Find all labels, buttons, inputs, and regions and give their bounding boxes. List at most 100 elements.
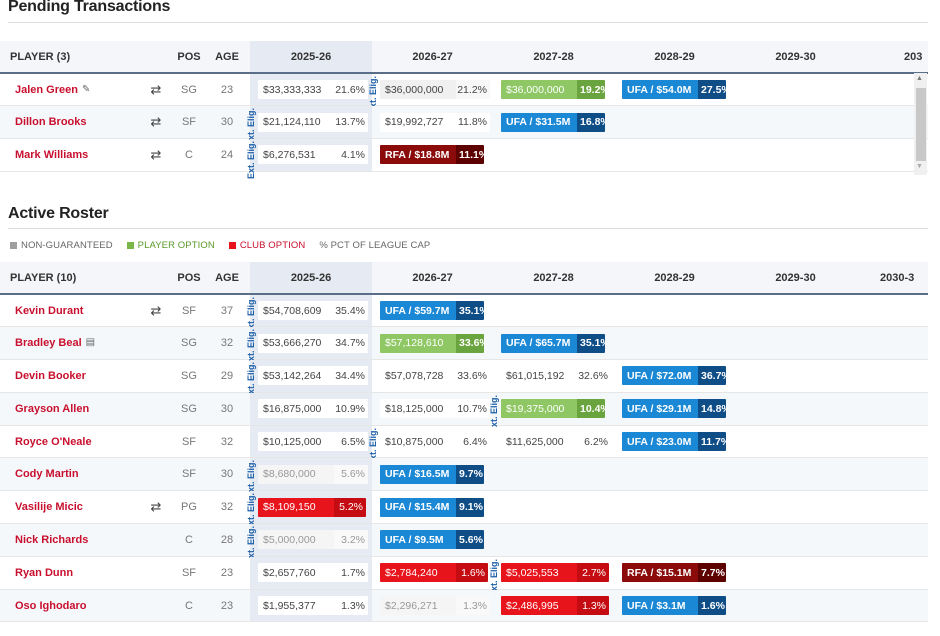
trade-icon: ⇄ [138, 105, 174, 140]
player-link[interactable]: Oso Ighodaro [0, 589, 138, 623]
cap-pct: 5.6% [456, 530, 484, 550]
col-player[interactable]: PLAYER (10) [0, 262, 138, 295]
salary-amount: $21,124,110 [258, 112, 334, 132]
cap-pct: 10.7% [456, 399, 490, 419]
salary-cell: $6,276,531 4.1% [258, 145, 368, 165]
salary-amount: $10,125,000 [258, 432, 334, 452]
player-link[interactable]: Vasilije Micic [0, 490, 138, 525]
table-row: Oso Ighodaro C 23 $1,955,377 1.3% $2,296,… [0, 589, 928, 623]
player-name[interactable]: Royce O'Neale [15, 435, 92, 448]
cap-pct: 21.2% [456, 80, 490, 100]
player-link[interactable]: Grayson Allen [0, 392, 138, 426]
player-name[interactable]: Ryan Dunn [15, 566, 74, 579]
legend: NON-GUARANTEED PLAYER OPTION CLUB OPTION… [10, 240, 430, 251]
trade-icon [138, 425, 174, 459]
player-link[interactable]: Mark Williams [0, 138, 138, 172]
player-name[interactable]: Jalen Green [15, 83, 78, 96]
player-age: 23 [204, 589, 250, 623]
cap-pct: 36.7% [698, 366, 726, 386]
ext-elig-marker: xt. Elig. [246, 108, 256, 141]
col-pos[interactable]: POS [174, 262, 204, 295]
player-name[interactable]: Devin Booker [15, 369, 86, 382]
ext-elig-marker: xt. Elig. [246, 460, 256, 493]
legend-swatch [228, 242, 236, 249]
table-row: Ryan Dunn SF 23 $2,657,760 1.7% $2,784,24… [0, 556, 928, 591]
player-link[interactable]: Dillon Brooks [0, 105, 138, 140]
col-age[interactable]: AGE [204, 41, 250, 74]
player-link[interactable]: Nick Richards [0, 523, 138, 557]
rfa-cell: RFA / $15.1M 7.7% [622, 563, 726, 583]
table-row: Cody Martin SF 30 xt. Elig. $8,680,000 5.6… [0, 457, 928, 493]
col-2025-26[interactable]: 2025-26 [250, 41, 372, 74]
club-option-cell: $8,109,150 5.2% [258, 497, 366, 517]
player-pos: SG [174, 359, 204, 393]
scroll-up-icon[interactable]: ▲ [916, 75, 923, 82]
salary-amount: $19,375,000 [501, 399, 577, 419]
player-link[interactable]: Jalen Green ✎ [0, 73, 138, 107]
player-link[interactable]: Royce O'Neale [0, 425, 138, 459]
player-name[interactable]: Vasilije Micic [15, 501, 83, 514]
col-2029-30[interactable]: 2029-30 [735, 262, 856, 295]
col-2030-31[interactable]: 203 [856, 41, 928, 74]
pending-table: PLAYER (3) POS AGE 2025-26 2026-27 2027-… [0, 41, 928, 179]
col-2028-29[interactable]: 2028-29 [614, 262, 735, 295]
legend-player-option: PLAYER OPTION [126, 240, 215, 251]
col-age[interactable]: AGE [204, 262, 250, 295]
player-age: 23 [204, 556, 250, 590]
ext-elig-marker: xt. Elig. [368, 427, 378, 460]
note-icon[interactable]: ✎ [81, 83, 91, 95]
col-2028-29[interactable]: 2028-29 [614, 41, 735, 74]
legend-swatch [10, 242, 17, 249]
col-2026-27[interactable]: 2026-27 [372, 41, 493, 74]
ufa-cell: UFA / $9.5M 5.6% [380, 530, 484, 550]
trade-icon [138, 556, 174, 590]
col-2027-28[interactable]: 2027-28 [493, 262, 614, 295]
player-link[interactable]: Cody Martin [0, 457, 138, 492]
salary-amount: UFA / $15.4M [380, 497, 456, 517]
player-name[interactable]: Kevin Durant [15, 304, 84, 317]
cap-pct: 9.1% [456, 497, 484, 517]
col-player[interactable]: PLAYER (3) [0, 41, 138, 74]
col-pos[interactable]: POS [174, 41, 204, 74]
cap-pct: 6.5% [334, 432, 368, 452]
player-link[interactable]: Ryan Dunn [0, 556, 138, 590]
player-link[interactable]: Devin Booker [0, 359, 138, 393]
player-name[interactable]: Dillon Brooks [15, 116, 87, 129]
cap-pct: 11.1% [456, 145, 484, 165]
col-2029-30[interactable]: 2029-30 [735, 41, 856, 74]
player-name[interactable]: Grayson Allen [15, 402, 90, 415]
scrollbar-thumb[interactable] [916, 88, 926, 161]
trade-icon: ⇄ [138, 73, 174, 107]
salary-amount: $2,296,271 [380, 596, 456, 616]
cap-pct: 2.7% [577, 563, 609, 583]
player-name[interactable]: Bradley Beal [15, 337, 82, 350]
cap-pct: 34.7% [334, 333, 368, 353]
col-2030-31[interactable]: 2030-3 [856, 262, 928, 295]
player-link[interactable]: Kevin Durant [0, 294, 138, 328]
salary-cell: $36,000,000 21.2% [380, 80, 490, 100]
legend-label: NON-GUARANTEED [21, 240, 113, 251]
cap-pct: 35.1% [577, 333, 605, 353]
non-guaranteed-cell: $2,296,271 1.3% [380, 596, 490, 616]
ext-elig-marker: xt. Elig. [489, 394, 499, 427]
player-name[interactable]: Mark Williams [15, 148, 89, 161]
trade-icon [138, 326, 174, 361]
col-2025-26[interactable]: 2025-26 [250, 262, 372, 295]
salary-cell: $18,125,000 10.7% [380, 399, 490, 419]
player-link[interactable]: Bradley Beal ▤ [0, 326, 138, 361]
salary-amount: $19,992,727 [380, 112, 456, 132]
col-2027-28[interactable]: 2027-28 [493, 41, 614, 74]
active-roster-title: Active Roster [8, 205, 109, 222]
scroll-down-icon[interactable]: ▼ [916, 163, 923, 170]
document-icon[interactable]: ▤ [85, 337, 96, 349]
player-name[interactable]: Oso Ighodaro [15, 599, 87, 612]
player-name[interactable]: Nick Richards [15, 533, 89, 546]
col-2026-27[interactable]: 2026-27 [372, 262, 493, 295]
player-name[interactable]: Cody Martin [15, 468, 79, 481]
salary-amount: $8,680,000 [258, 464, 334, 484]
